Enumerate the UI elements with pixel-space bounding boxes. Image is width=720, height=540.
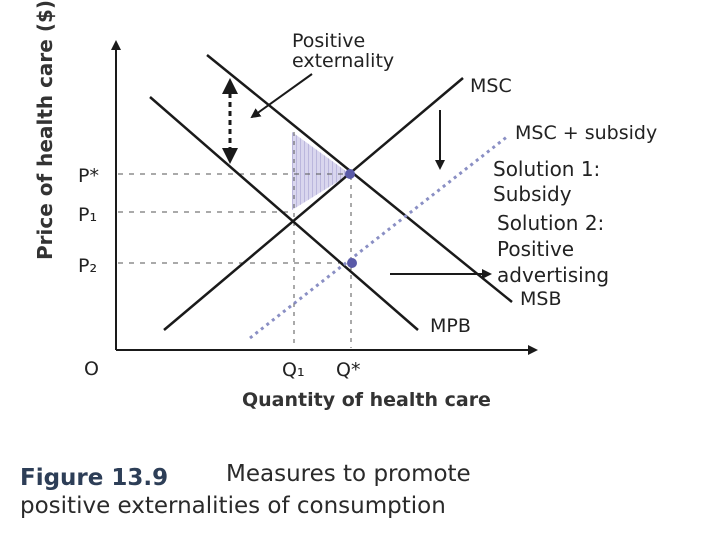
point-p2-q-star xyxy=(347,258,357,268)
msb-curve xyxy=(206,54,513,303)
msb-label: MSB xyxy=(520,288,562,310)
p2-label: P₂ xyxy=(78,255,97,277)
mpb-curve xyxy=(149,96,419,331)
msc-label: MSC xyxy=(470,75,512,97)
point-social-optimum xyxy=(345,169,355,179)
figure-title-line2: positive externalities of consumption xyxy=(20,493,446,519)
y-axis-title: Price of health care ($) xyxy=(33,0,57,260)
externality-gap-arrowhead-bottom xyxy=(222,148,238,164)
solution-1-text: Subsidy xyxy=(493,182,572,206)
msc-subsidy-curve xyxy=(249,134,509,340)
solution-1-heading: Solution 1: xyxy=(493,157,600,181)
mpb-label: MPB xyxy=(430,315,471,337)
p-star-label: P* xyxy=(78,165,99,187)
q1-label: Q₁ xyxy=(282,359,305,381)
externality-pointer-arrow xyxy=(250,73,313,119)
msc-curve xyxy=(163,77,464,331)
solution-2-text-line2: advertising xyxy=(497,263,609,287)
welfare-gain-area xyxy=(292,132,350,210)
msc-subsidy-label: MSC + subsidy xyxy=(515,122,657,144)
x-axis-title: Quantity of health care xyxy=(242,389,491,411)
p1-label: P₁ xyxy=(78,204,97,226)
solution-2-heading: Solution 2: xyxy=(497,211,604,235)
positive-externality-line1: Positive xyxy=(292,30,365,52)
solution-2-text-line1: Positive xyxy=(497,237,574,261)
figure-title-line1: Measures to promote xyxy=(226,461,471,487)
externality-gap-arrowhead-top xyxy=(222,78,238,94)
positive-externality-line2: externality xyxy=(292,50,394,72)
figure-number: Figure 13.9 xyxy=(20,465,168,491)
q-star-label: Q* xyxy=(336,359,360,381)
origin-label: O xyxy=(84,358,99,380)
